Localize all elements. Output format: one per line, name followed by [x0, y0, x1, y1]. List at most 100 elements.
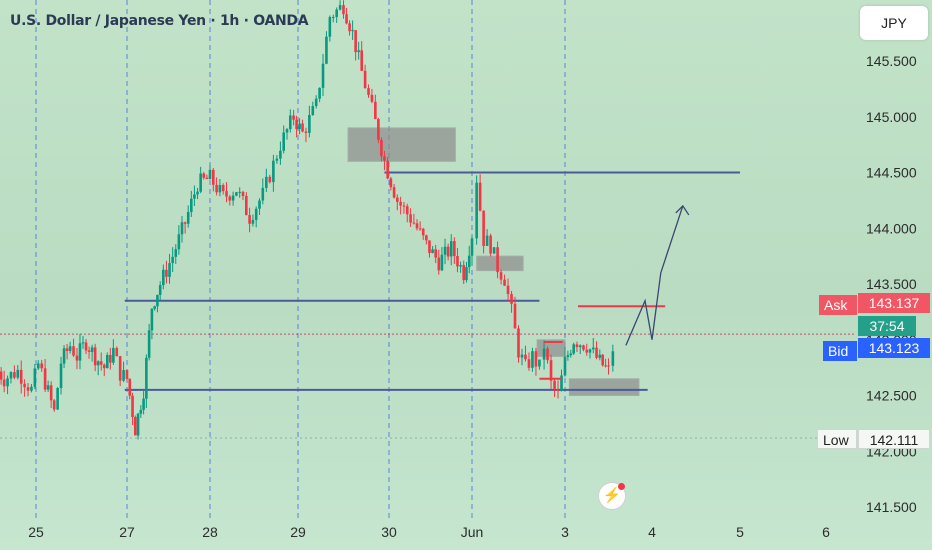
lightning-icon[interactable]: ⚡ [598, 482, 626, 510]
candle-body [335, 9, 338, 18]
candle-body [520, 354, 524, 358]
candle-body [591, 347, 595, 350]
candle-body [99, 361, 103, 365]
candle-body [142, 398, 145, 410]
candle-body [196, 191, 199, 195]
candle-body [158, 285, 162, 295]
candle-body [503, 279, 506, 286]
candle-body [527, 359, 531, 368]
candle-body [437, 257, 441, 271]
candle-body [499, 272, 503, 280]
candle-body [205, 177, 209, 179]
candle-body [78, 343, 82, 361]
notification-dot [618, 483, 625, 490]
candle-body [258, 200, 261, 209]
candle-body [360, 50, 363, 71]
candle-body [186, 211, 190, 224]
candle-body [377, 119, 380, 140]
candle-body [348, 23, 351, 32]
candle-body [295, 119, 298, 130]
candle-body [43, 368, 47, 390]
candle-body [383, 156, 386, 161]
candle-body [485, 235, 489, 246]
candle-body [109, 354, 112, 363]
candle-body [245, 196, 248, 216]
candle-body [431, 249, 434, 254]
candle-body [517, 328, 520, 358]
candle-body [510, 294, 513, 304]
candle-body [556, 388, 560, 392]
candle-body [465, 267, 468, 281]
candle-body [75, 355, 79, 361]
candle-body [231, 195, 235, 201]
candle-body [298, 123, 301, 130]
candle-body [59, 363, 63, 389]
candle-body [513, 303, 517, 329]
candle-body [16, 369, 20, 378]
candle-body [311, 106, 315, 116]
x-tick-label: 4 [648, 524, 656, 540]
candle-body [412, 222, 416, 224]
projection-arrow [625, 205, 684, 346]
x-tick-label: 3 [561, 524, 569, 540]
candle-body [96, 361, 100, 366]
candle-body [304, 131, 308, 133]
candle-body [40, 363, 43, 369]
candle-body [282, 132, 285, 151]
candle-body [318, 87, 321, 99]
candle-body [285, 129, 289, 133]
candle-body [611, 351, 615, 366]
candle-body [421, 228, 425, 236]
candle-body [595, 347, 598, 358]
candle-body [572, 344, 575, 354]
candle-body [607, 365, 610, 367]
x-tick-label: 28 [202, 524, 218, 540]
candle-body [345, 14, 348, 24]
candle-body [46, 385, 50, 390]
candle-body [308, 115, 311, 133]
candle-body [321, 63, 325, 88]
candle-body [145, 357, 148, 399]
candle-body [84, 342, 88, 351]
candle-body [328, 17, 332, 37]
currency-button[interactable]: JPY [860, 6, 928, 40]
candle-body [193, 194, 196, 199]
candle-body [49, 385, 53, 401]
candle-body [357, 50, 360, 53]
candle-body [428, 240, 431, 254]
candle-body [546, 348, 549, 361]
candle-body [225, 191, 228, 197]
candle-body [289, 115, 292, 130]
candle-body [575, 344, 579, 348]
candle-body [386, 160, 389, 179]
candle-body [125, 370, 129, 379]
candle-body [489, 235, 492, 254]
candle-body [62, 348, 66, 364]
candle-body [228, 196, 232, 201]
candle-body [453, 241, 456, 256]
candle-body [241, 191, 245, 197]
y-tick-label: 144.500 [866, 165, 917, 181]
candle-body [156, 294, 159, 307]
chart-title: U.S. Dollar / Japanese Yen · 1h · OANDA [10, 13, 309, 29]
x-tick-label: Jun [461, 524, 484, 540]
candle-body [2, 379, 6, 387]
candle-body [449, 241, 453, 257]
candle-body [128, 378, 132, 396]
candle-body [265, 176, 268, 188]
candle-body [218, 185, 222, 193]
candle-body [202, 173, 206, 178]
candle-body [177, 234, 181, 250]
candle-body [363, 70, 367, 89]
candle-body [351, 30, 354, 32]
candle-body [402, 205, 406, 207]
candle-body [380, 139, 383, 157]
candle-body [560, 375, 563, 392]
candle-body [338, 5, 342, 10]
candle-body [418, 228, 422, 230]
candle-body [374, 101, 377, 120]
candle-body [162, 269, 165, 286]
candle-body [254, 208, 258, 220]
candle-body [261, 187, 265, 201]
